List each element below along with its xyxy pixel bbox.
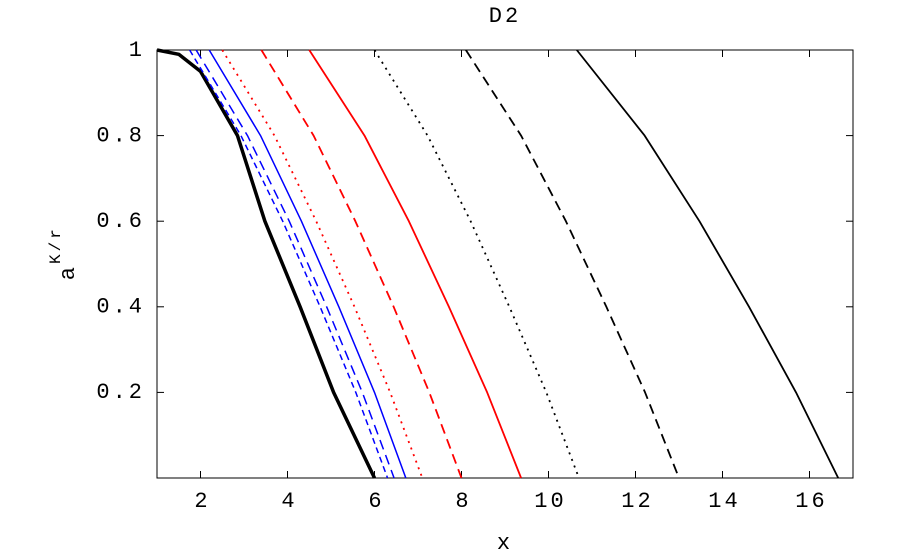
series-line (576, 49, 840, 479)
x-tick-label: 16 (795, 489, 827, 514)
series-line (156, 48, 377, 479)
y-axis-label-superscript: K/r (47, 226, 65, 264)
series-line (208, 49, 407, 479)
chart-title: D2 (489, 4, 521, 29)
y-tick-label: 0.8 (96, 123, 145, 148)
x-axis-label: x (497, 531, 513, 556)
y-tick-label: 1 (129, 38, 145, 63)
y-tick-label: 0.6 (96, 209, 145, 234)
series-line (465, 49, 680, 479)
y-tick-label: 0.4 (96, 295, 145, 320)
x-tick-label: 12 (621, 489, 653, 514)
series-line (221, 49, 424, 479)
y-tick-label: 0.2 (96, 380, 145, 405)
series-line (188, 49, 389, 479)
series-line (373, 49, 580, 479)
series-line (308, 49, 522, 479)
plot-frame (156, 49, 854, 479)
series-line (195, 49, 395, 479)
x-tick-label: 8 (455, 489, 471, 514)
x-tick-label: 10 (534, 489, 566, 514)
x-tick-label: 2 (194, 489, 210, 514)
x-tick-label: 14 (708, 489, 740, 514)
x-tick-label: 6 (368, 489, 384, 514)
y-axis-label: a (56, 264, 81, 280)
series-line (260, 49, 463, 479)
x-tick-label: 4 (281, 489, 297, 514)
y-axis-label-group: a K/r (47, 226, 81, 280)
